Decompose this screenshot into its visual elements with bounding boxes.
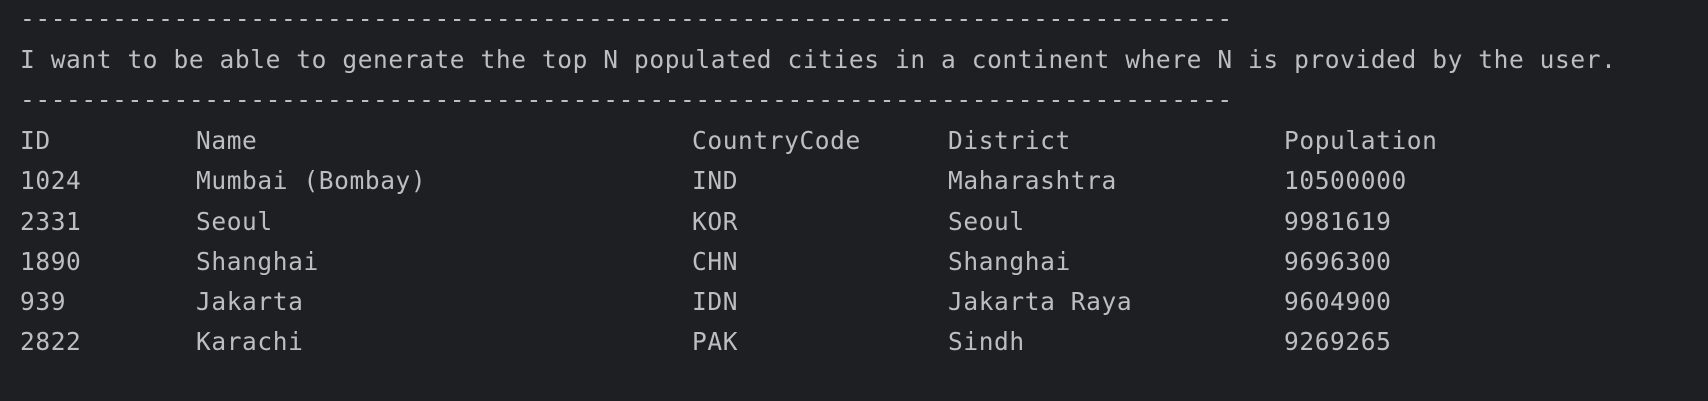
- cell-population: 9696300: [1284, 247, 1392, 276]
- table-row: 1024 Mumbai (Bombay) IND Maharashtra 105…: [0, 166, 1708, 196]
- cell-district: Shanghai: [948, 247, 1071, 276]
- cell-name: Seoul: [196, 207, 273, 236]
- cell-id: 2331: [20, 207, 82, 236]
- cell-country-code: PAK: [692, 327, 739, 356]
- table-row: 1890 Shanghai CHN Shanghai 9696300: [0, 247, 1708, 277]
- console-message: I want to be able to generate the top N …: [20, 45, 1617, 74]
- cell-name: Jakarta: [196, 287, 304, 316]
- cell-id: 939: [20, 287, 67, 316]
- cell-district: Maharashtra: [948, 166, 1117, 195]
- header-country-code: CountryCode: [692, 126, 861, 155]
- table-row: 2331 Seoul KOR Seoul 9981619: [0, 207, 1708, 237]
- cell-country-code: IND: [692, 166, 739, 195]
- header-name: Name: [196, 126, 258, 155]
- cell-name: Karachi: [196, 327, 304, 356]
- table-header-row: ID Name CountryCode District Population: [0, 126, 1708, 156]
- cell-district: Seoul: [948, 207, 1025, 236]
- separator-line-top: ----------------------------------------…: [20, 4, 1233, 33]
- cell-population: 9604900: [1284, 287, 1392, 316]
- separator-line-bottom: ----------------------------------------…: [20, 85, 1233, 114]
- cell-population: 9269265: [1284, 327, 1392, 356]
- cell-name: Mumbai (Bombay): [196, 166, 427, 195]
- header-population: Population: [1284, 126, 1438, 155]
- cell-country-code: CHN: [692, 247, 739, 276]
- cell-country-code: KOR: [692, 207, 739, 236]
- header-id: ID: [20, 126, 51, 155]
- cell-name: Shanghai: [196, 247, 319, 276]
- table-row: 939 Jakarta IDN Jakarta Raya 9604900: [0, 287, 1708, 317]
- table-row: 2822 Karachi PAK Sindh 9269265: [0, 327, 1708, 357]
- cell-district: Sindh: [948, 327, 1025, 356]
- cell-district: Jakarta Raya: [948, 287, 1133, 316]
- cell-population: 9981619: [1284, 207, 1392, 236]
- cell-population: 10500000: [1284, 166, 1407, 195]
- cell-country-code: IDN: [692, 287, 739, 316]
- header-district: District: [948, 126, 1071, 155]
- cell-id: 1890: [20, 247, 82, 276]
- cell-id: 1024: [20, 166, 82, 195]
- cell-id: 2822: [20, 327, 82, 356]
